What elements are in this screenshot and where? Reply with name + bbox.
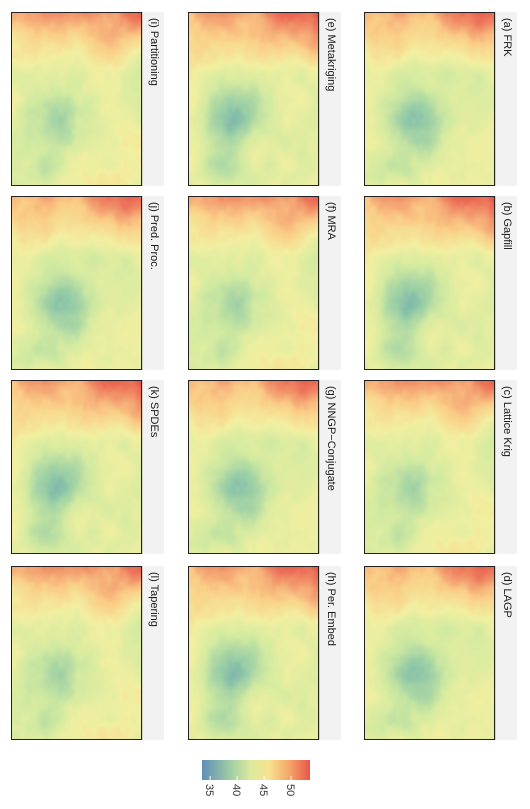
- heatmap-raster: [12, 13, 141, 185]
- heatmap-plot: [364, 196, 495, 370]
- panel-title-strip: (b) Gapfill: [495, 196, 517, 370]
- heatmap-panel: (g) NNGP−Conjugate: [188, 380, 341, 554]
- heatmap-raster: [365, 13, 494, 185]
- heatmap-raster: [365, 197, 494, 369]
- heatmap-plot: [188, 12, 319, 186]
- heatmap-plot: [364, 12, 495, 186]
- heatmap-raster: [189, 381, 318, 553]
- panel-title-strip: (i) Partitioning: [142, 12, 164, 186]
- panel-title: (k) SPDEs: [147, 386, 160, 438]
- panel-title-strip: (f) MRA: [319, 196, 341, 370]
- heatmap-panel: (i) Partitioning: [11, 12, 164, 186]
- panel-title-strip: (j) Pred. Proc.: [142, 196, 164, 370]
- panel-title-strip: (l) Tapering: [142, 566, 164, 740]
- heatmap-raster: [12, 197, 141, 369]
- heatmap-raster: [189, 197, 318, 369]
- panel-title-strip: (h) Per. Embed: [319, 566, 341, 740]
- heatmap-panel: (h) Per. Embed: [188, 566, 341, 740]
- panel-title: (b) Gapfill: [500, 202, 513, 250]
- colorbar-tick-label: 40: [230, 784, 242, 796]
- panel-title: (c) Lattice Krig: [500, 386, 513, 457]
- panel-title-strip: (c) Lattice Krig: [495, 380, 517, 554]
- panel-title-strip: (e) Metakriging: [319, 12, 341, 186]
- panel-title-strip: (a) FRK: [495, 12, 517, 186]
- colorbar-tick-label: 50: [284, 784, 296, 796]
- heatmap-plot: [188, 566, 319, 740]
- heatmap-panel: (k) SPDEs: [11, 380, 164, 554]
- heatmap-plot: [11, 566, 142, 740]
- heatmap-raster: [189, 567, 318, 739]
- heatmap-panel: (d) LAGP: [364, 566, 517, 740]
- heatmap-panel: (l) Tapering: [11, 566, 164, 740]
- heatmap-panel: (f) MRA: [188, 196, 341, 370]
- heatmap-panel: (b) Gapfill: [364, 196, 517, 370]
- panel-title-strip: (k) SPDEs: [142, 380, 164, 554]
- heatmap-plot: [188, 196, 319, 370]
- panel-title: (e) Metakriging: [324, 18, 337, 92]
- colorbar-tick-label: 35: [203, 784, 215, 796]
- heatmap-plot: [11, 380, 142, 554]
- colorbar-legend: 35 40 45 50: [200, 758, 312, 802]
- heatmap-raster: [189, 13, 318, 185]
- heatmap-plot: [364, 380, 495, 554]
- colorbar-tick-label: 45: [257, 784, 269, 796]
- panel-title: (f) MRA: [324, 202, 337, 240]
- heatmap-plot: [11, 196, 142, 370]
- panel-title: (l) Tapering: [147, 572, 160, 627]
- panel-title: (j) Pred. Proc.: [147, 202, 160, 270]
- panel-title: (g) NNGP−Conjugate: [324, 386, 337, 491]
- panel-title: (d) LAGP: [500, 572, 513, 618]
- heatmap-plot: [364, 566, 495, 740]
- heatmap-panel: (a) FRK: [364, 12, 517, 186]
- heatmap-panel: (j) Pred. Proc.: [11, 196, 164, 370]
- panel-title-strip: (d) LAGP: [495, 566, 517, 740]
- heatmap-raster: [12, 381, 141, 553]
- panel-title: (h) Per. Embed: [324, 572, 337, 646]
- panel-title: (a) FRK: [500, 18, 513, 57]
- colorbar-gradient: [202, 760, 310, 780]
- panel-title-strip: (g) NNGP−Conjugate: [319, 380, 341, 554]
- heatmap-plot: [188, 380, 319, 554]
- heatmap-panel: (c) Lattice Krig: [364, 380, 517, 554]
- heatmap-plot: [11, 12, 142, 186]
- heatmap-raster: [365, 381, 494, 553]
- colorbar-svg: 35 40 45 50: [202, 760, 310, 796]
- heatmap-panel: (e) Metakriging: [188, 12, 341, 186]
- panel-title: (i) Partitioning: [147, 18, 160, 86]
- heatmap-raster: [365, 567, 494, 739]
- heatmap-raster: [12, 567, 141, 739]
